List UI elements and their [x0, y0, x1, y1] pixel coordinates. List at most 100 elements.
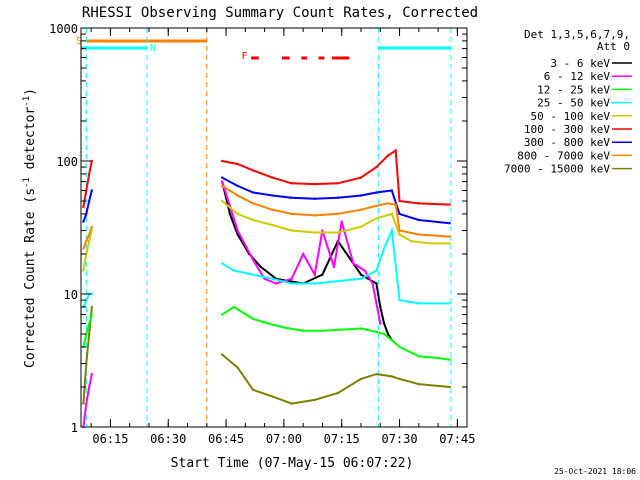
- data-point: [390, 229, 393, 232]
- early-data-point: [85, 239, 88, 243]
- data-point: [398, 229, 401, 232]
- early-series-line: [82, 373, 93, 428]
- y-axis-label: Corrected Count Rate (s-1 detector-1): [22, 88, 38, 368]
- data-point: [313, 182, 316, 186]
- data-point: [336, 182, 340, 185]
- series-line: [221, 226, 450, 305]
- data-point: [398, 377, 401, 381]
- data-point: [375, 269, 378, 272]
- x-tick-label: 07:00: [266, 432, 302, 446]
- series-layer: [82, 148, 451, 429]
- early-data-point: [90, 292, 94, 296]
- legend-header-detectors: Det 1,3,5,6,7,9,: [524, 28, 630, 41]
- data-point: [313, 398, 316, 402]
- y-tick-label: 1000: [49, 22, 78, 36]
- data-point: [398, 298, 401, 302]
- data-point: [359, 277, 363, 280]
- data-point: [290, 212, 293, 216]
- data-point: [417, 382, 420, 386]
- data-point: [251, 388, 255, 392]
- data-point: [232, 305, 235, 309]
- plot-frame: [80, 27, 468, 428]
- chart-title: RHESSI Observing Summary Count Rates, Co…: [82, 5, 478, 21]
- data-point: [359, 194, 363, 197]
- x-axis-ticks: 06:15 06:30 06:45 07:00 07:15 07:30 07:45: [90, 28, 475, 446]
- data-point: [336, 279, 340, 283]
- early-data-point: [90, 229, 94, 232]
- x-tick-label: 06:45: [208, 432, 244, 446]
- early-data-point: [82, 402, 85, 405]
- data-point: [271, 208, 274, 211]
- data-point: [359, 208, 363, 211]
- data-point: [236, 233, 239, 236]
- series-line: [222, 148, 450, 206]
- data-point: [236, 366, 239, 369]
- data-point: [290, 402, 293, 405]
- data-point: [398, 345, 401, 349]
- data-point: [271, 176, 274, 179]
- legend-entry-label: 3 - 6 keV: [550, 57, 610, 70]
- early-series-line: [82, 160, 93, 208]
- data-point: [394, 149, 397, 152]
- data-point: [359, 377, 363, 381]
- early-data-point: [85, 189, 88, 192]
- data-point: [236, 184, 239, 188]
- data-point: [382, 247, 386, 250]
- data-point: [382, 322, 386, 325]
- data-point: [290, 277, 293, 280]
- data-point: [448, 385, 451, 389]
- data-point: [313, 231, 316, 234]
- early-data-point: [90, 225, 94, 228]
- early-data-point: [82, 269, 85, 272]
- data-point: [375, 330, 378, 333]
- data-point: [236, 229, 239, 232]
- data-point: [429, 242, 432, 245]
- legend-entry-label: 6 - 12 keV: [544, 70, 611, 83]
- data-point: [236, 212, 239, 216]
- data-point: [394, 203, 397, 206]
- early-data-point: [88, 172, 91, 176]
- data-point: [375, 282, 378, 285]
- early-data-point: [85, 402, 88, 405]
- data-point: [359, 176, 363, 179]
- data-point: [398, 212, 401, 216]
- data-point: [221, 180, 224, 183]
- data-point: [290, 196, 293, 199]
- night-flag-label: N: [150, 43, 156, 54]
- early-series-line: [82, 190, 93, 222]
- data-point: [302, 252, 305, 256]
- data-point: [386, 202, 390, 205]
- data-point: [313, 214, 316, 217]
- data-point: [282, 326, 286, 329]
- data-point: [379, 305, 382, 309]
- early-data-point: [85, 298, 88, 302]
- data-point: [398, 199, 401, 203]
- data-point: [221, 353, 224, 356]
- early-data-point: [85, 332, 88, 336]
- data-point: [221, 159, 224, 163]
- data-point: [313, 282, 316, 285]
- data-point: [321, 229, 324, 232]
- data-point: [386, 332, 390, 336]
- data-point: [321, 329, 324, 332]
- y-tick-label: 100: [56, 155, 78, 169]
- early-data-point: [88, 322, 91, 325]
- early-data-point: [88, 239, 91, 243]
- data-point: [417, 233, 420, 236]
- data-point: [359, 225, 363, 228]
- data-point: [375, 372, 378, 376]
- data-point: [375, 217, 378, 220]
- data-point: [267, 322, 270, 325]
- x-tick-label: 06:15: [92, 432, 128, 446]
- instrument-state-lines: [85, 28, 452, 427]
- early-data-point: [90, 159, 94, 163]
- data-point: [448, 358, 451, 361]
- data-point: [271, 277, 274, 280]
- early-data-point: [90, 372, 94, 376]
- data-point: [375, 191, 378, 194]
- data-point: [386, 154, 390, 157]
- early-data-point: [88, 385, 91, 389]
- data-point: [417, 218, 420, 222]
- series-line: [221, 181, 382, 324]
